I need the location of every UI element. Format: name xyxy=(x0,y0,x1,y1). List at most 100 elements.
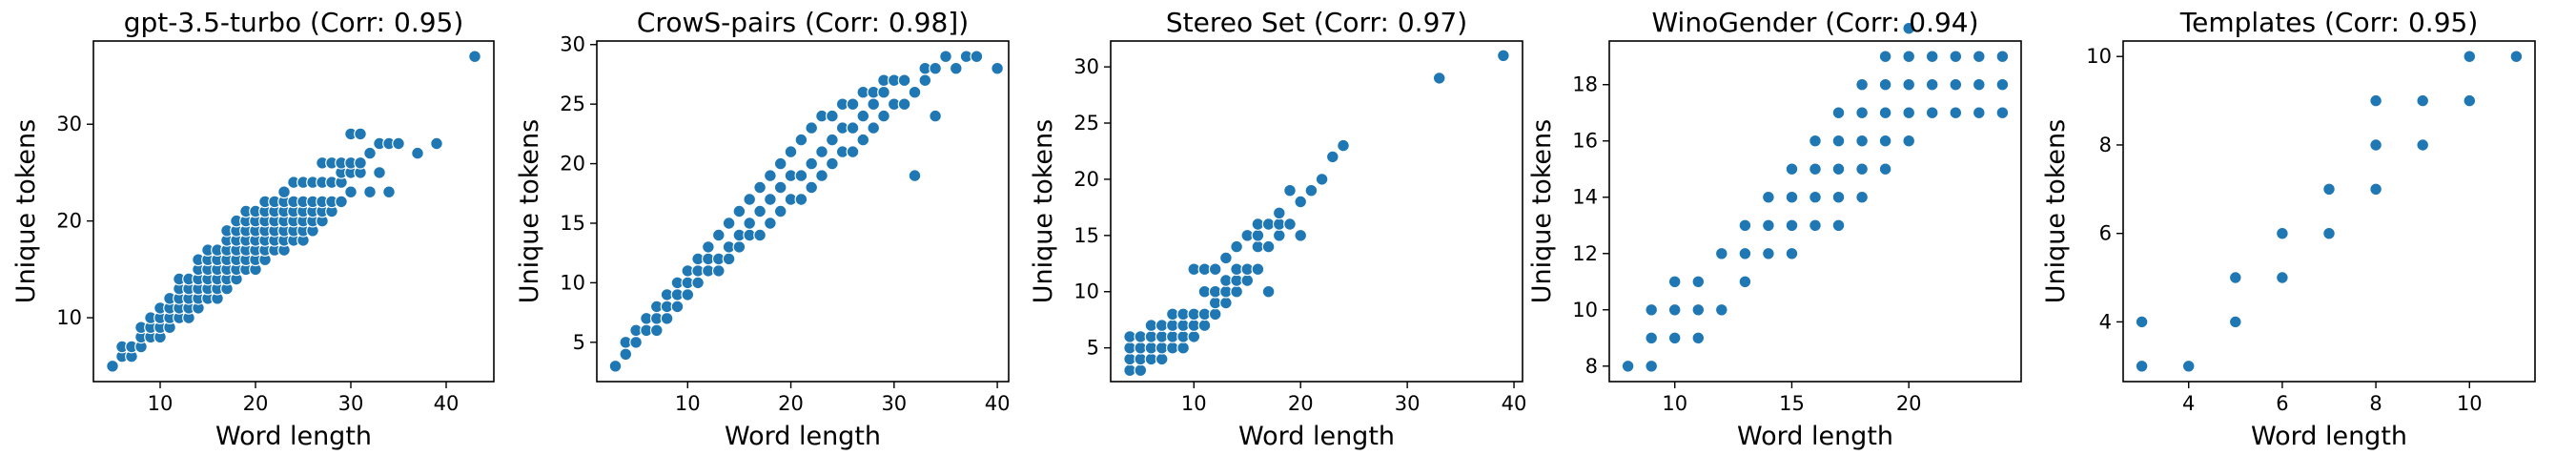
data-point xyxy=(1230,239,1243,254)
data-point xyxy=(908,169,922,183)
data-point xyxy=(1155,352,1169,366)
data-point xyxy=(1785,218,1799,233)
data-point xyxy=(722,252,736,266)
data-point xyxy=(1831,106,1846,120)
data-point xyxy=(1691,331,1706,345)
data-point xyxy=(1691,275,1706,289)
data-point xyxy=(2322,226,2336,240)
data-point xyxy=(1925,106,1939,120)
data-point xyxy=(392,136,405,151)
data-point xyxy=(430,136,443,151)
x-tick-label: 10 xyxy=(1181,392,1207,415)
data-point xyxy=(1208,307,1222,321)
data-point xyxy=(649,323,664,338)
subplot-title: CrowS-pairs (Corr: 0.98]) xyxy=(637,7,969,38)
data-point xyxy=(1855,134,1869,148)
data-point xyxy=(1738,275,1752,289)
data-point xyxy=(1283,183,1297,197)
data-point xyxy=(2369,182,2383,197)
x-tick-label: 20 xyxy=(1288,392,1314,415)
x-tick-label: 30 xyxy=(1395,392,1421,415)
data-point xyxy=(743,217,757,230)
plot-frame xyxy=(92,40,495,383)
x-axis-label: Word length xyxy=(1238,422,1395,451)
data-point xyxy=(1855,190,1869,204)
data-point xyxy=(1337,138,1350,153)
data-point xyxy=(2369,93,2383,108)
data-point xyxy=(764,217,777,230)
data-point xyxy=(732,239,746,254)
y-tick-label: 10 xyxy=(56,306,82,329)
data-point xyxy=(2135,315,2149,329)
data-point xyxy=(929,109,942,123)
data-point xyxy=(1738,246,1752,260)
data-point xyxy=(1995,50,2010,64)
data-point xyxy=(1878,106,1892,120)
data-point xyxy=(991,61,1004,75)
subplot-1: 10 20 30 40 10 20 30 gpt-3.5-turbo (Corr: 0.95)… xyxy=(11,7,495,451)
x-tick-label: 6 xyxy=(2276,392,2288,415)
data-point xyxy=(1667,331,1682,345)
data-point xyxy=(1809,218,1822,233)
data-point xyxy=(1855,77,1869,92)
data-point xyxy=(711,228,726,242)
data-point xyxy=(918,73,932,88)
y-tick-label: 8 xyxy=(2099,134,2112,156)
data-point xyxy=(784,145,798,159)
data-point xyxy=(949,61,963,75)
data-point xyxy=(929,61,942,75)
data-point xyxy=(1251,228,1265,242)
data-point xyxy=(1496,49,1510,63)
plot-frame xyxy=(1110,40,1523,383)
subplot-title: Templates (Corr: 0.95) xyxy=(2179,7,2479,38)
data-point xyxy=(354,155,367,170)
data-point xyxy=(794,133,808,147)
data-point xyxy=(2416,93,2430,108)
plot-frame xyxy=(2122,40,2536,383)
subplot-title: Stereo Set (Corr: 0.97) xyxy=(1166,7,1467,38)
data-point xyxy=(1197,319,1212,333)
x-tick-label: 10 xyxy=(1662,392,1687,415)
data-point xyxy=(1809,134,1822,148)
data-point xyxy=(846,145,860,159)
data-point xyxy=(1621,359,1635,373)
data-point xyxy=(1785,190,1799,204)
data-point xyxy=(1972,77,1986,92)
data-point xyxy=(826,156,839,171)
data-point xyxy=(2135,359,2149,373)
y-tick-label: 5 xyxy=(573,331,585,354)
y-axis-label: Unique tokens xyxy=(11,119,41,303)
data-point xyxy=(753,204,767,218)
data-point xyxy=(1645,331,1659,345)
data-point xyxy=(794,169,808,183)
data-point xyxy=(1949,77,1963,92)
data-point xyxy=(608,359,623,373)
data-point xyxy=(411,146,424,160)
subplot-title: gpt-3.5-turbo (Corr: 0.95) xyxy=(124,7,464,38)
data-point xyxy=(2369,138,2383,152)
subplot-3: 10 20 30 40 5 10 15 20 25 30 Stereo Set (Corr: 0.9… xyxy=(1029,7,1526,451)
data-point xyxy=(1831,162,1846,176)
data-point xyxy=(1831,190,1846,204)
data-point xyxy=(1902,21,1916,35)
data-point xyxy=(2181,359,2196,373)
data-point xyxy=(1855,162,1869,176)
data-point xyxy=(846,97,860,112)
data-point xyxy=(702,239,715,254)
data-point xyxy=(1809,190,1822,204)
data-point xyxy=(970,50,984,64)
data-point xyxy=(764,193,777,206)
x-tick-label: 40 xyxy=(434,392,460,415)
subplot-5: 4 6 8 10 4 6 8 10 Templates (Corr: 0.95) Word len… xyxy=(2041,7,2536,451)
data-point xyxy=(722,217,736,230)
data-point xyxy=(773,180,787,195)
data-point xyxy=(1855,106,1869,120)
data-point xyxy=(867,121,881,135)
x-axis-label: Word length xyxy=(215,422,372,451)
data-point xyxy=(382,185,396,199)
y-tick-label: 12 xyxy=(1572,242,1598,265)
data-point xyxy=(1949,50,1963,64)
data-point xyxy=(1261,239,1276,254)
data-point xyxy=(1645,359,1659,373)
data-point xyxy=(877,85,890,99)
